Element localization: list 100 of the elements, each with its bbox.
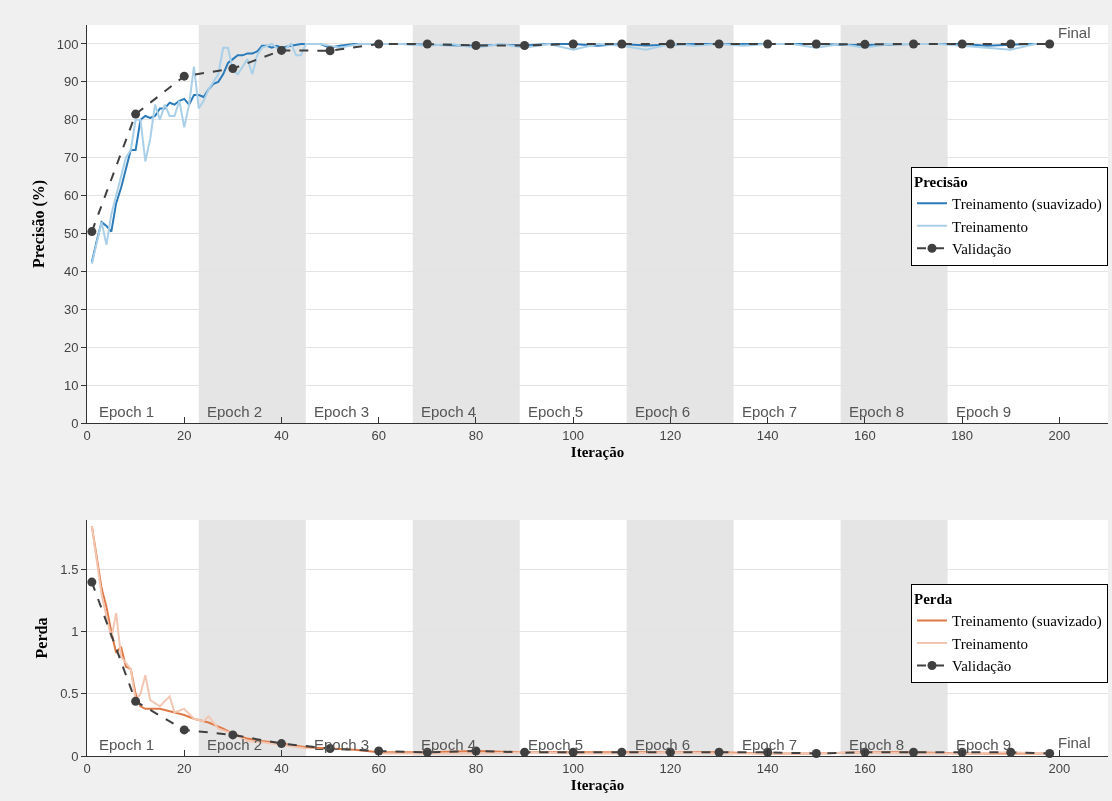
x-tick-label: 40	[274, 427, 289, 443]
point	[909, 39, 919, 49]
x-tick-label: 180	[951, 427, 973, 443]
point	[811, 749, 821, 759]
legend-title: Perda	[914, 591, 953, 608]
y-tick-label: 100	[56, 36, 79, 52]
point	[909, 747, 919, 757]
point	[228, 64, 238, 74]
band-label: Epoch 4	[421, 736, 477, 753]
point	[568, 39, 578, 49]
y-tick-label: 40	[63, 263, 79, 279]
y-tick-label: 1.5	[60, 562, 79, 578]
y-axis-title: Precisão (%)	[29, 179, 48, 269]
band-label: Epoch 6	[635, 736, 691, 753]
point	[325, 46, 335, 56]
x-tick-label: 120	[659, 427, 682, 443]
point	[276, 45, 286, 55]
annotation: Epoch 7	[742, 403, 798, 420]
legend-label: Treinamento	[952, 218, 1029, 235]
x-tick-label: 120	[659, 760, 682, 776]
x-tick-label: 20	[177, 760, 192, 776]
x-tick-label: 160	[854, 427, 876, 443]
x-tick-label: 100	[562, 427, 585, 443]
point	[1045, 39, 1055, 49]
point	[520, 40, 530, 50]
y-tick-label: 0	[71, 415, 79, 431]
annotation: Epoch 9	[956, 403, 1012, 420]
band-label: Epoch 4	[421, 403, 477, 420]
x-tick-label: 20	[177, 427, 192, 443]
band-label: Epoch 6	[635, 403, 691, 420]
x-tick-label: 60	[371, 760, 386, 776]
point	[228, 730, 238, 740]
legend-label: Treinamento	[952, 635, 1029, 652]
x-tick-label: 80	[468, 427, 484, 443]
legend-label: Validação	[952, 658, 1012, 675]
point	[87, 577, 97, 587]
y-axis-title: Perda	[33, 617, 51, 659]
annotation: Final	[1058, 734, 1091, 751]
annotation: Epoch 5	[528, 736, 584, 753]
x-tick-label: 140	[756, 760, 779, 776]
point	[714, 39, 724, 49]
annotation: Epoch 1	[99, 736, 155, 753]
x-tick-label: 200	[1048, 427, 1071, 443]
point	[520, 747, 530, 757]
y-tick-label: 50	[63, 226, 79, 242]
x-tick-label: 100	[562, 760, 585, 776]
legend-label: Treinamento (suavizado)	[952, 196, 1102, 214]
y-tick-label: 20	[63, 339, 79, 355]
x-axis-title: Iteração	[570, 443, 625, 460]
point	[276, 739, 286, 749]
legend-label: Treinamento (suavizado)	[952, 613, 1102, 631]
point	[811, 39, 821, 49]
point	[617, 747, 627, 757]
annotation: Epoch 7	[742, 736, 798, 753]
x-tick-label: 80	[468, 760, 484, 776]
y-tick-label: 70	[63, 150, 79, 166]
x-tick-label: 180	[951, 760, 973, 776]
point	[471, 40, 481, 50]
point	[860, 39, 870, 49]
point	[1045, 749, 1055, 759]
point	[422, 39, 432, 49]
band-label: Epoch 2	[207, 403, 263, 420]
point	[763, 39, 773, 49]
annotation: Epoch 9	[956, 736, 1012, 753]
y-tick-label: 90	[63, 74, 79, 90]
point	[957, 39, 967, 49]
band-label: Epoch 8	[849, 736, 905, 753]
y-tick-label: 30	[63, 301, 79, 317]
y-tick-label: 1	[71, 624, 79, 640]
annotation: Epoch 5	[528, 403, 584, 420]
y-tick-label: 80	[63, 112, 79, 128]
x-tick-label: 0	[83, 427, 91, 443]
point	[179, 71, 189, 81]
point	[131, 109, 141, 119]
x-tick-label: 140	[756, 427, 779, 443]
y-tick-label: 60	[63, 188, 79, 204]
x-tick-label: 0	[83, 760, 91, 776]
y-tick-label: 10	[63, 377, 79, 393]
x-tick-label: 60	[371, 427, 386, 443]
point	[87, 227, 97, 237]
x-tick-label: 160	[854, 760, 876, 776]
y-tick-label: 0.5	[60, 686, 79, 702]
point	[1006, 39, 1016, 49]
annotation: Final	[1058, 24, 1091, 41]
legend-label: Validação	[952, 241, 1012, 258]
point	[374, 39, 384, 49]
x-tick-label: 40	[274, 760, 289, 776]
band-label: Epoch 2	[207, 736, 263, 753]
point	[665, 39, 675, 49]
annotation: Epoch 1	[99, 403, 155, 420]
point	[179, 725, 189, 735]
legend-title: Precisão	[914, 174, 968, 191]
point	[714, 747, 724, 757]
band-label: Epoch 8	[849, 403, 905, 420]
point	[131, 696, 141, 706]
x-tick-label: 200	[1048, 760, 1071, 776]
x-axis-title: Iteração	[570, 776, 625, 793]
annotation: Epoch 3	[314, 403, 370, 420]
y-tick-label: 0	[71, 748, 79, 764]
point	[617, 39, 627, 49]
